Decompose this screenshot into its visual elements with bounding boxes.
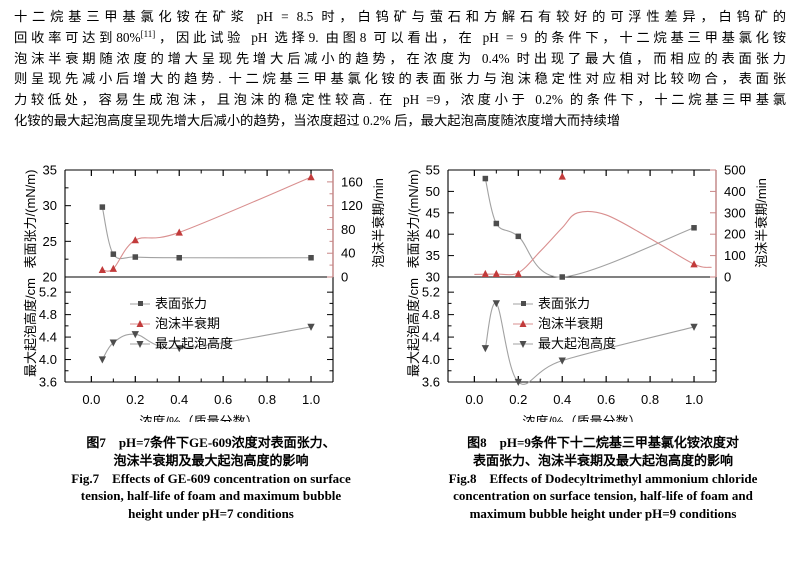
svg-text:200: 200 xyxy=(724,227,746,242)
svg-text:泡沫半衰期/min: 泡沫半衰期/min xyxy=(754,178,769,268)
svg-text:3.6: 3.6 xyxy=(422,375,440,390)
svg-text:4.4: 4.4 xyxy=(39,330,57,345)
svg-text:0.6: 0.6 xyxy=(597,392,615,407)
svg-text:55: 55 xyxy=(426,163,440,178)
svg-text:35: 35 xyxy=(43,163,57,178)
svg-text:0.0: 0.0 xyxy=(82,392,100,407)
svg-text:0.2: 0.2 xyxy=(509,392,527,407)
svg-text:最大起泡高度/cm: 最大起泡高度/cm xyxy=(406,278,421,377)
svg-text:0.4: 0.4 xyxy=(170,392,188,407)
svg-text:0.0: 0.0 xyxy=(465,392,483,407)
svg-text:浓度/%（质量分数）: 浓度/%（质量分数） xyxy=(522,414,641,422)
svg-text:最大起泡高度: 最大起泡高度 xyxy=(155,336,233,351)
svg-text:400: 400 xyxy=(724,184,746,199)
svg-text:0: 0 xyxy=(341,270,348,285)
svg-text:表面张力/(mN/m): 表面张力/(mN/m) xyxy=(23,170,38,269)
svg-text:40: 40 xyxy=(426,227,440,242)
svg-text:0.6: 0.6 xyxy=(214,392,232,407)
svg-text:最大起泡高度: 最大起泡高度 xyxy=(538,336,616,351)
svg-text:30: 30 xyxy=(426,270,440,285)
svg-text:1.0: 1.0 xyxy=(685,392,703,407)
svg-text:泡沫半衰期/min: 泡沫半衰期/min xyxy=(371,178,386,268)
svg-text:0.2: 0.2 xyxy=(126,392,144,407)
svg-text:3.6: 3.6 xyxy=(39,375,57,390)
svg-text:4.4: 4.4 xyxy=(422,330,440,345)
svg-text:0: 0 xyxy=(724,270,731,285)
svg-text:300: 300 xyxy=(724,205,746,220)
svg-text:80: 80 xyxy=(341,222,355,237)
svg-text:35: 35 xyxy=(426,248,440,263)
svg-text:0.8: 0.8 xyxy=(258,392,276,407)
svg-text:1.0: 1.0 xyxy=(302,392,320,407)
svg-text:4.0: 4.0 xyxy=(39,352,57,367)
svg-text:20: 20 xyxy=(43,270,57,285)
svg-text:泡沫半衰期: 泡沫半衰期 xyxy=(155,316,220,331)
svg-text:0.8: 0.8 xyxy=(641,392,659,407)
svg-text:表面张力: 表面张力 xyxy=(155,296,207,311)
svg-text:500: 500 xyxy=(724,163,746,178)
svg-text:浓度/%（质量分数）: 浓度/%（质量分数） xyxy=(139,414,258,422)
svg-text:120: 120 xyxy=(341,198,363,213)
svg-text:30: 30 xyxy=(43,198,57,213)
svg-text:45: 45 xyxy=(426,205,440,220)
svg-text:泡沫半衰期: 泡沫半衰期 xyxy=(538,316,603,331)
svg-text:4.8: 4.8 xyxy=(39,307,57,322)
svg-text:4.8: 4.8 xyxy=(422,307,440,322)
svg-text:表面张力: 表面张力 xyxy=(538,296,590,311)
svg-text:40: 40 xyxy=(341,246,355,261)
svg-text:50: 50 xyxy=(426,184,440,199)
svg-text:最大起泡高度/cm: 最大起泡高度/cm xyxy=(23,278,38,377)
svg-text:25: 25 xyxy=(43,234,57,249)
svg-text:5.2: 5.2 xyxy=(39,285,57,300)
svg-text:100: 100 xyxy=(724,248,746,263)
svg-text:160: 160 xyxy=(341,174,363,189)
svg-text:表面张力/(mN/m): 表面张力/(mN/m) xyxy=(406,170,421,269)
svg-text:5.2: 5.2 xyxy=(422,285,440,300)
svg-text:0.4: 0.4 xyxy=(553,392,571,407)
svg-text:4.0: 4.0 xyxy=(422,352,440,367)
